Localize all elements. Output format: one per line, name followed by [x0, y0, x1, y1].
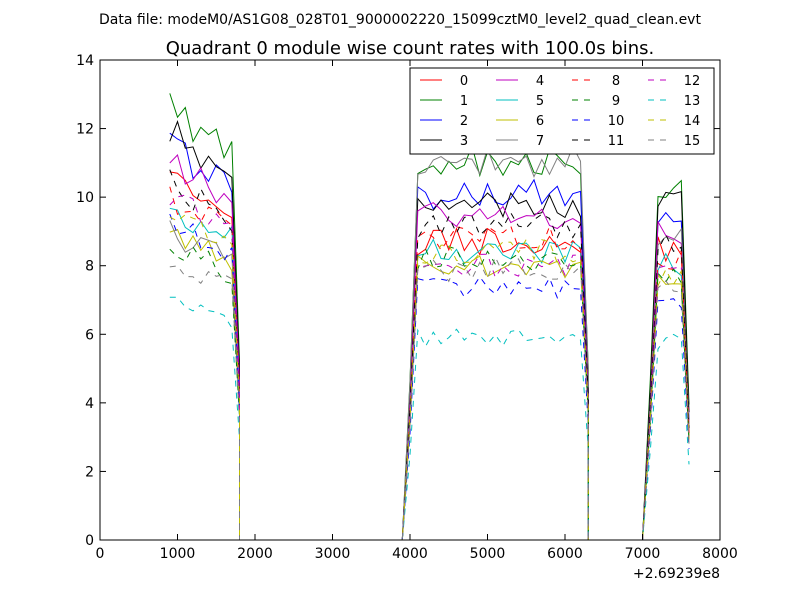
series-line-1 — [169, 93, 690, 541]
series-line-12 — [169, 194, 690, 541]
legend-box — [409, 67, 715, 155]
legend-label-0: 0 — [460, 74, 468, 89]
legend-label-9: 9 — [612, 94, 620, 109]
x-tick-label: 6000 — [547, 546, 583, 562]
legend-label-6: 6 — [536, 114, 544, 129]
y-tick-label: 10 — [76, 190, 94, 206]
y-tick-label: 4 — [85, 396, 94, 412]
x-tick-label: 5000 — [470, 546, 506, 562]
chart-suptitle: Data file: modeM0/AS1G08_028T01_90000022… — [99, 12, 701, 28]
series-line-6 — [169, 228, 690, 541]
axis-ticks: 0 1000 2000 3000 4000 5000 6000 7000 80000246810… — [76, 53, 738, 562]
series-line-4 — [169, 154, 690, 541]
x-tick-label: 3000 — [315, 546, 351, 562]
series-line-5 — [169, 207, 690, 541]
series-line-7 — [169, 145, 690, 541]
legend-label-14: 14 — [684, 114, 701, 129]
legend-label-15: 15 — [684, 134, 701, 149]
y-tick-label: 2 — [85, 464, 94, 480]
legend-label-4: 4 — [536, 74, 544, 89]
x-tick-label: 8000 — [702, 546, 738, 562]
x-offset-label: +2.69239e8 — [633, 566, 720, 582]
x-tick-label: 4000 — [392, 546, 428, 562]
series-line-9 — [169, 245, 690, 541]
series-lines — [169, 93, 690, 541]
legend-label-7: 7 — [536, 134, 544, 149]
legend-label-12: 12 — [684, 74, 701, 89]
series-line-3 — [169, 120, 690, 541]
legend-label-10: 10 — [608, 114, 625, 129]
series-line-15 — [169, 255, 690, 541]
series-line-11 — [169, 169, 690, 541]
legend-label-11: 11 — [608, 134, 625, 149]
legend-label-5: 5 — [536, 94, 544, 109]
x-tick-label: 0 — [96, 546, 105, 562]
y-tick-label: 12 — [76, 122, 94, 138]
legend-label-3: 3 — [460, 134, 468, 149]
y-tick-label: 8 — [85, 259, 94, 275]
legend-label-1: 1 — [460, 94, 468, 109]
x-tick-label: 2000 — [237, 546, 273, 562]
legend-label-13: 13 — [684, 94, 701, 109]
y-tick-label: 0 — [85, 533, 94, 549]
series-line-14 — [169, 214, 690, 541]
series-line-13 — [169, 296, 690, 541]
series-line-0 — [169, 171, 690, 541]
y-tick-label: 6 — [85, 327, 94, 343]
legend-label-8: 8 — [612, 74, 620, 89]
legend-label-2: 2 — [460, 114, 468, 129]
chart-title: Quadrant 0 module wise count rates with … — [166, 38, 655, 59]
x-tick-label: 1000 — [160, 546, 196, 562]
series-line-10 — [169, 213, 690, 541]
y-tick-label: 14 — [76, 53, 94, 69]
series-line-2 — [169, 132, 690, 541]
x-tick-label: 7000 — [625, 546, 661, 562]
